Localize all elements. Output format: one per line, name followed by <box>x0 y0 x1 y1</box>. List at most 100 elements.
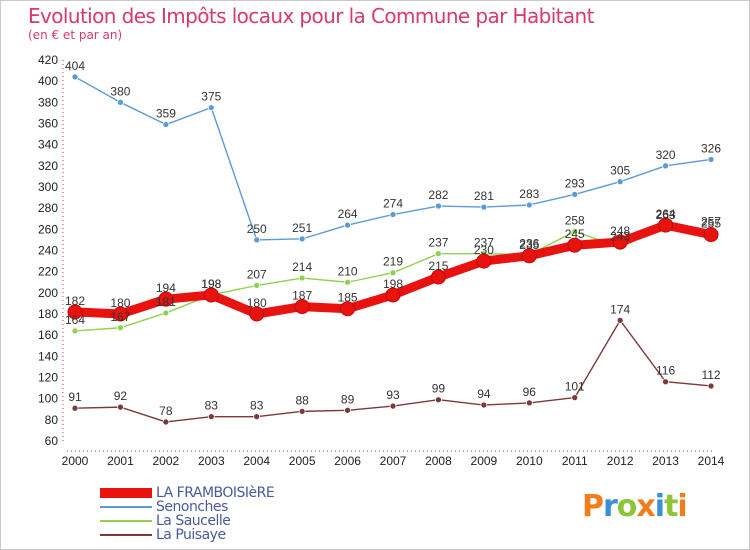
data-point <box>117 324 124 332</box>
data-label: 283 <box>519 187 539 201</box>
data-label: 180 <box>247 296 267 310</box>
data-label: 93 <box>386 388 400 402</box>
data-label: 94 <box>477 387 491 401</box>
data-label: 375 <box>201 90 221 104</box>
data-label: 180 <box>110 296 130 310</box>
data-label: 112 <box>701 368 720 382</box>
y-tick-label: 80 <box>45 413 59 427</box>
data-point <box>340 301 356 317</box>
y-tick-label: 200 <box>38 286 58 300</box>
data-label: 167 <box>110 310 130 324</box>
data-point <box>298 408 306 415</box>
legend-swatch <box>100 534 152 536</box>
x-tick-label: 2004 <box>243 454 270 468</box>
data-label: 92 <box>114 389 128 403</box>
logo-letter: P <box>582 489 604 524</box>
y-tick-label: 380 <box>38 95 58 109</box>
data-label: 174 <box>610 302 630 316</box>
data-point <box>298 274 306 282</box>
data-label: 78 <box>159 404 173 418</box>
data-label: 164 <box>65 313 85 327</box>
y-tick-label: 220 <box>38 265 58 279</box>
data-label: 89 <box>341 392 355 406</box>
series-0 <box>67 217 719 322</box>
x-tick-label: 2002 <box>153 454 180 468</box>
chart-title: Evolution des Impôts locaux pour la Comm… <box>28 4 594 28</box>
data-point <box>344 278 351 286</box>
data-point <box>662 162 669 170</box>
data-point <box>344 406 351 414</box>
data-point <box>571 191 579 198</box>
logo-letter: r <box>603 489 618 524</box>
data-label: 251 <box>292 221 312 235</box>
data-label: 263 <box>656 208 676 222</box>
data-label: 207 <box>247 267 267 281</box>
data-label: 320 <box>656 148 676 162</box>
proxiti-logo: Proxiti <box>582 489 688 524</box>
data-point <box>253 413 261 421</box>
x-tick-label: 2003 <box>198 454 225 468</box>
data-point <box>67 304 83 320</box>
data-point <box>480 203 488 211</box>
y-tick-label: 140 <box>38 349 58 363</box>
data-point <box>521 248 537 264</box>
data-label: 237 <box>428 236 448 250</box>
data-point <box>662 378 669 386</box>
data-point <box>567 237 583 253</box>
y-tick-label: 180 <box>38 307 58 321</box>
data-label: 380 <box>110 84 130 98</box>
x-tick-label: 2006 <box>334 454 361 468</box>
logo-letter: x <box>636 489 655 524</box>
data-point <box>480 401 488 409</box>
data-point <box>71 404 79 412</box>
data-point <box>253 236 261 244</box>
data-label: 255 <box>701 217 721 231</box>
data-label: 198 <box>201 277 221 291</box>
data-label: 182 <box>65 294 85 308</box>
data-point <box>658 217 674 233</box>
data-point <box>294 299 310 315</box>
data-label: 194 <box>156 281 176 295</box>
axes: 60 80 100 120 140 160 180 200 220 240 260 280 300 320… <box>38 53 725 468</box>
data-point <box>203 287 219 303</box>
x-tick-label: 2000 <box>62 454 89 468</box>
x-tick-label: 2013 <box>652 454 679 468</box>
chart-subtitle: (en € et par an) <box>28 28 123 42</box>
data-point <box>162 121 170 128</box>
x-tick-label: 2007 <box>380 454 407 468</box>
data-point <box>71 73 79 81</box>
y-tick-label: 60 <box>45 434 59 448</box>
data-label: 198 <box>383 277 403 291</box>
data-point <box>249 306 265 322</box>
y-tick-label: 400 <box>38 74 58 88</box>
y-tick-label: 420 <box>38 53 58 67</box>
y-tick-label: 340 <box>38 138 58 152</box>
data-label: 185 <box>338 291 358 305</box>
x-tick-label: 2011 <box>562 454 588 468</box>
data-point <box>298 235 306 243</box>
data-point <box>71 327 79 335</box>
data-point <box>389 269 397 277</box>
data-label: 215 <box>428 259 448 273</box>
data-label: 237 <box>474 236 494 250</box>
data-label: 293 <box>565 176 585 190</box>
data-point <box>344 221 351 229</box>
data-point <box>612 234 628 250</box>
y-tick-label: 260 <box>38 222 58 236</box>
data-label: 235 <box>519 238 539 252</box>
legend-swatch <box>100 488 152 498</box>
data-point <box>707 156 715 163</box>
y-tick-label: 300 <box>38 180 58 194</box>
legend-label: La Saucelle <box>156 513 231 529</box>
data-label: 264 <box>338 207 358 221</box>
data-label: 96 <box>523 385 537 399</box>
data-point <box>525 399 533 407</box>
data-label: 214 <box>292 260 312 274</box>
data-label: 99 <box>432 382 446 396</box>
logo-letter: i <box>654 489 665 524</box>
data-label: 88 <box>295 393 309 407</box>
data-point <box>389 211 397 218</box>
data-label: 245 <box>565 227 585 241</box>
x-tick-label: 2005 <box>289 454 316 468</box>
data-label: 83 <box>205 399 219 413</box>
